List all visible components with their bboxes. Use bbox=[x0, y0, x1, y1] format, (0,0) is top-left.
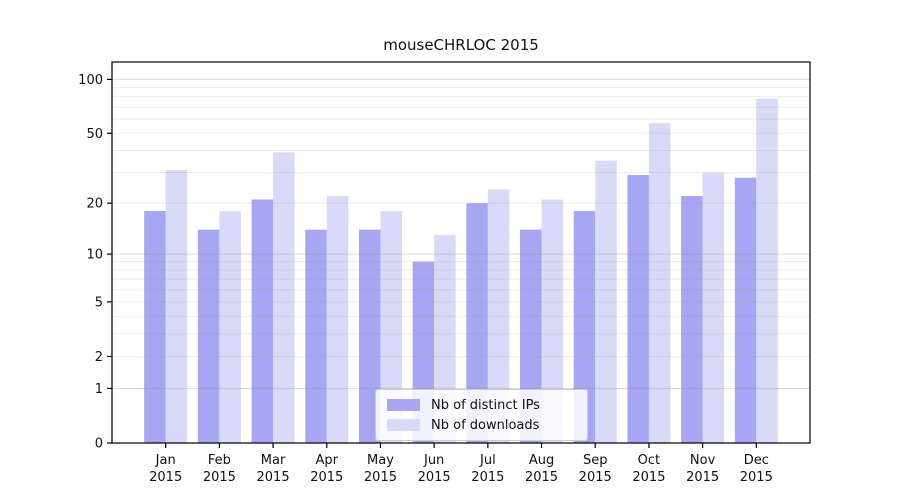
bar-distinct-ips-feb bbox=[197, 229, 220, 443]
x-tick-label-year-aug: 2015 bbox=[525, 470, 558, 485]
bar-distinct-ips-jul bbox=[466, 203, 488, 443]
x-tick-label-year-jan: 2015 bbox=[149, 470, 182, 485]
x-tick-label-year-jul: 2015 bbox=[471, 470, 504, 485]
bar-downloads-dec bbox=[756, 98, 778, 443]
bar-downloads-apr bbox=[326, 195, 349, 443]
bar-distinct-ips-dec bbox=[734, 177, 757, 444]
bar-downloads-nov bbox=[702, 172, 725, 443]
legend: Nb of distinct IPs Nb of downloads bbox=[375, 389, 588, 441]
y-tick-label: 5 bbox=[95, 295, 103, 310]
legend-row-downloads: Nb of downloads bbox=[387, 418, 587, 433]
legend-label-downloads: Nb of downloads bbox=[431, 417, 540, 433]
bar-downloads-aug bbox=[541, 199, 564, 443]
x-tick-label-year-nov: 2015 bbox=[686, 470, 719, 485]
x-tick-label-year-dec: 2015 bbox=[740, 470, 773, 485]
bar-distinct-ips-nov bbox=[681, 195, 703, 443]
x-tick-label-year-sep: 2015 bbox=[579, 470, 612, 485]
bar-downloads-sep bbox=[595, 160, 617, 443]
bar-distinct-ips-jan bbox=[144, 211, 166, 443]
x-tick-label-month-may: May bbox=[367, 453, 394, 468]
y-tick-label: 10 bbox=[86, 248, 103, 263]
x-tick-label-month-dec: Dec bbox=[744, 453, 769, 468]
x-tick-label-month-jan: Jan bbox=[155, 453, 176, 468]
x-tick-label-month-aug: Aug bbox=[529, 453, 554, 468]
legend-swatch-downloads bbox=[387, 419, 420, 431]
y-tick-label: 0 bbox=[95, 437, 103, 452]
bar-distinct-ips-mar bbox=[251, 199, 274, 443]
legend-row-distinct-ips: Nb of distinct IPs bbox=[387, 398, 587, 413]
bar-distinct-ips-apr bbox=[305, 229, 327, 443]
y-tick-label: 50 bbox=[86, 127, 103, 142]
bar-downloads-jul bbox=[487, 189, 510, 443]
x-tick-label-month-feb: Feb bbox=[208, 453, 231, 468]
x-tick-label-year-may: 2015 bbox=[364, 470, 397, 485]
bar-downloads-oct bbox=[648, 123, 671, 443]
x-tick-label-month-jun: Jun bbox=[423, 453, 444, 468]
y-tick-label: 20 bbox=[86, 197, 103, 212]
x-tick-label-month-apr: Apr bbox=[316, 453, 339, 468]
bar-downloads-may bbox=[380, 211, 402, 443]
y-tick-label: 1 bbox=[95, 382, 103, 397]
legend-label-distinct-ips: Nb of distinct IPs bbox=[431, 397, 540, 413]
x-tick-label-year-feb: 2015 bbox=[203, 470, 236, 485]
y-tick-label: 2 bbox=[95, 350, 103, 365]
x-tick-label-month-mar: Mar bbox=[261, 453, 286, 468]
bar-downloads-feb bbox=[219, 211, 241, 443]
x-tick-label-year-oct: 2015 bbox=[632, 470, 665, 485]
x-tick-label-year-jun: 2015 bbox=[418, 470, 451, 485]
axes-frame bbox=[111, 61, 811, 444]
x-tick-label-month-sep: Sep bbox=[583, 453, 608, 468]
bar-distinct-ips-sep bbox=[573, 211, 596, 443]
bar-downloads-jan bbox=[165, 169, 188, 444]
bar-distinct-ips-oct bbox=[627, 175, 649, 443]
y-tick-label: 100 bbox=[78, 73, 103, 88]
x-tick-label-year-mar: 2015 bbox=[257, 470, 290, 485]
bar-downloads-mar bbox=[273, 152, 295, 443]
legend-swatch-distinct-ips bbox=[387, 399, 420, 411]
x-tick-label-month-oct: Oct bbox=[638, 453, 660, 468]
x-tick-label-month-jul: Jul bbox=[479, 453, 496, 468]
chart-title: mouseCHRLOC 2015 bbox=[383, 36, 539, 54]
x-tick-label-month-nov: Nov bbox=[690, 453, 716, 468]
x-tick-label-year-apr: 2015 bbox=[310, 470, 343, 485]
